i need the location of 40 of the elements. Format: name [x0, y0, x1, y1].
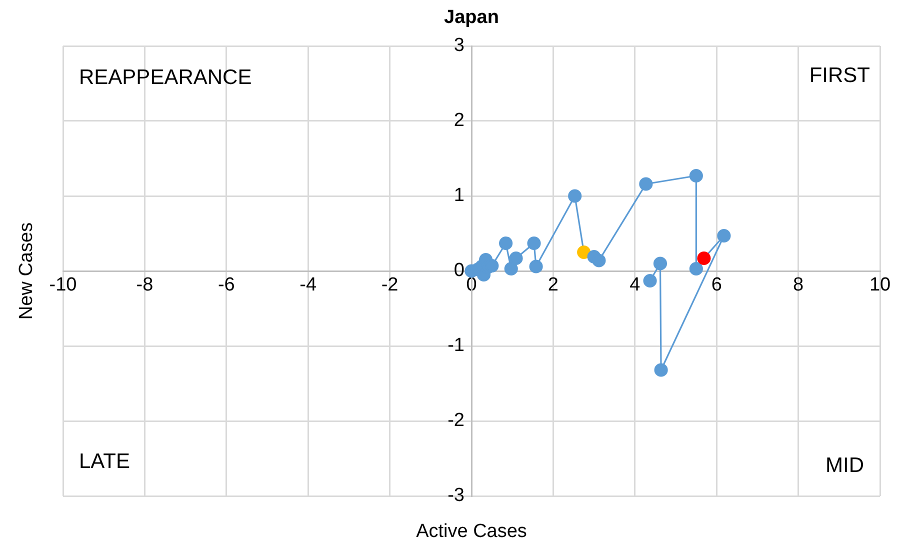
x-axis-title: Active Cases: [416, 521, 527, 542]
point: [654, 363, 668, 377]
annotation: FIRST: [809, 64, 870, 87]
x-tick-label: -6: [218, 274, 235, 296]
point: [653, 256, 668, 270]
y-tick-label: 2: [454, 110, 464, 132]
x-tick-label: 4: [630, 274, 641, 296]
x-tick-label: 2: [548, 274, 558, 296]
x-tick-label: -8: [136, 274, 154, 296]
y-tick-label: 1: [454, 185, 464, 206]
point: [697, 251, 711, 266]
y-tick-label: -2: [448, 410, 464, 432]
point: [509, 251, 523, 266]
point: [717, 228, 731, 243]
chart-title: Japan: [444, 7, 499, 28]
point: [499, 236, 513, 250]
y-tick-label: -1: [448, 335, 464, 356]
x-tick-label: -10: [49, 274, 77, 296]
point: [577, 245, 591, 260]
annotation: REAPPEARANCE: [79, 66, 252, 89]
x-tick-label: 10: [869, 274, 891, 296]
point: [568, 189, 582, 203]
x-tick-label: -4: [300, 274, 317, 296]
y-axis-title: New Cases: [16, 222, 38, 320]
x-tick-label: -2: [381, 274, 398, 296]
y-tick-label: 3: [454, 35, 464, 56]
point: [689, 262, 703, 276]
point: [504, 262, 518, 276]
y-tick-label: -3: [448, 485, 464, 506]
annotation: LATE: [79, 450, 130, 473]
x-tick-label: 8: [793, 274, 804, 296]
x-tick-label: 6: [711, 274, 722, 296]
point: [639, 177, 653, 191]
point: [689, 168, 703, 183]
annotation: MID: [826, 454, 864, 477]
point: [592, 254, 606, 268]
point: [527, 236, 541, 250]
point: [643, 274, 657, 288]
point: [529, 260, 543, 274]
y-tick-label: 0: [454, 260, 464, 282]
